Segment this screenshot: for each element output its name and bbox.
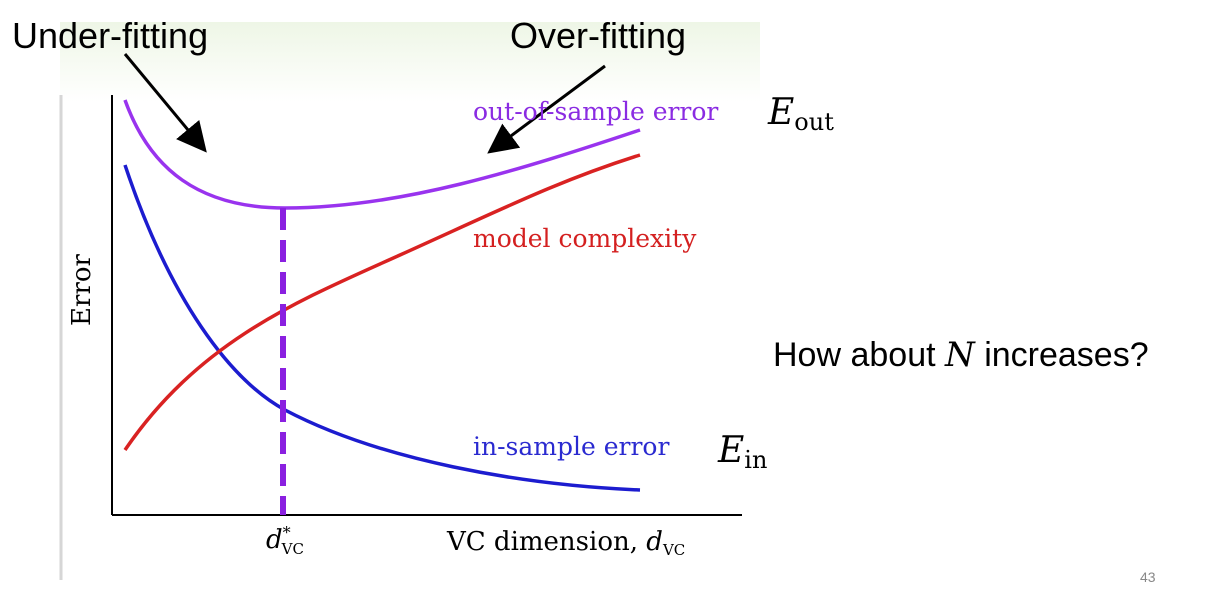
superscript: * <box>283 523 291 542</box>
question-text: How about <box>773 336 936 374</box>
subscript: VC <box>662 541 685 559</box>
optimum-label: d* VC <box>266 523 304 558</box>
symbol: d <box>646 527 663 557</box>
figure-tint <box>60 22 760 102</box>
curve-symbol: Ein <box>717 430 767 474</box>
symbol: E <box>767 92 794 133</box>
x-axis-text: VC dimension, <box>446 527 638 557</box>
question: How about N increases? <box>773 335 1149 375</box>
curve-label: in-sample error <box>473 432 669 461</box>
curve-label: out-of-sample error <box>473 97 718 126</box>
page-number: 43 <box>1140 569 1156 585</box>
annotation: Over-fitting <box>510 15 686 56</box>
arrow <box>123 53 207 153</box>
symbol: E <box>717 430 744 471</box>
question-variable: N <box>944 335 976 375</box>
subscript: out <box>794 108 834 136</box>
arrow <box>487 64 606 154</box>
x-axis-label: VC dimension, dVC <box>446 527 685 559</box>
subscript: in <box>744 446 767 474</box>
subscript: VC <box>281 540 304 558</box>
curve-symbol: Eout <box>767 92 834 136</box>
axes <box>111 95 742 516</box>
complexity-curve <box>123 153 641 451</box>
question-text: increases? <box>984 336 1148 374</box>
annotation: Under-fitting <box>12 15 208 56</box>
y-axis-label: Error <box>67 253 97 325</box>
out-of-sample-curve <box>123 99 641 210</box>
symbol: d <box>266 525 283 555</box>
curve-label: model complexity <box>473 224 697 253</box>
